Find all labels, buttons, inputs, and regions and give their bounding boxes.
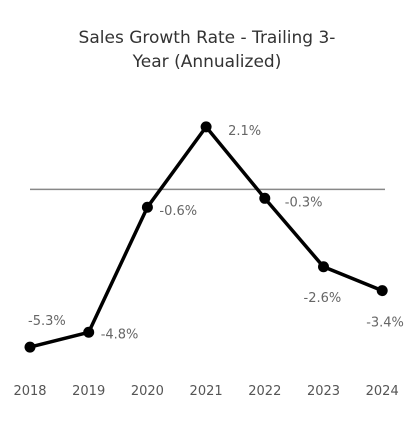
data-point-2020 — [141, 201, 153, 213]
data-label-2020: -0.6% — [159, 204, 197, 219]
data-point-2021 — [200, 121, 212, 133]
data-points — [24, 121, 388, 353]
x-axis-tick-labels: 2018 2019 2020 2021 2022 2023 2024 — [13, 384, 398, 399]
x-tick-label-2023: 2023 — [307, 384, 340, 399]
data-label-2022: -0.3% — [285, 195, 323, 210]
x-tick-label-2020: 2020 — [131, 384, 164, 399]
data-label-2023: -2.6% — [304, 291, 342, 306]
x-tick-label-2024: 2024 — [366, 384, 399, 399]
data-point-2019 — [83, 326, 95, 338]
data-labels: -5.3% -4.8% -0.6% 2.1% -0.3% -2.6% -3.4% — [28, 124, 404, 342]
data-point-2024 — [376, 285, 388, 297]
data-point-2022 — [259, 192, 271, 204]
chart-title-line-2: Year (Annualized) — [132, 52, 282, 72]
x-tick-label-2022: 2022 — [248, 384, 281, 399]
data-label-2021: 2.1% — [228, 124, 261, 139]
series-line — [29, 125, 383, 349]
data-label-2024: -3.4% — [366, 316, 404, 331]
x-tick-label-2021: 2021 — [190, 384, 223, 399]
x-tick-label-2019: 2019 — [72, 384, 105, 399]
x-tick-label-2018: 2018 — [13, 384, 46, 399]
data-point-2018 — [24, 341, 36, 353]
data-label-2019: -4.8% — [101, 327, 139, 342]
chart-title-line-1: Sales Growth Rate - Trailing 3- — [78, 28, 336, 48]
data-point-2023 — [318, 261, 329, 273]
data-label-2018: -5.3% — [28, 314, 66, 329]
